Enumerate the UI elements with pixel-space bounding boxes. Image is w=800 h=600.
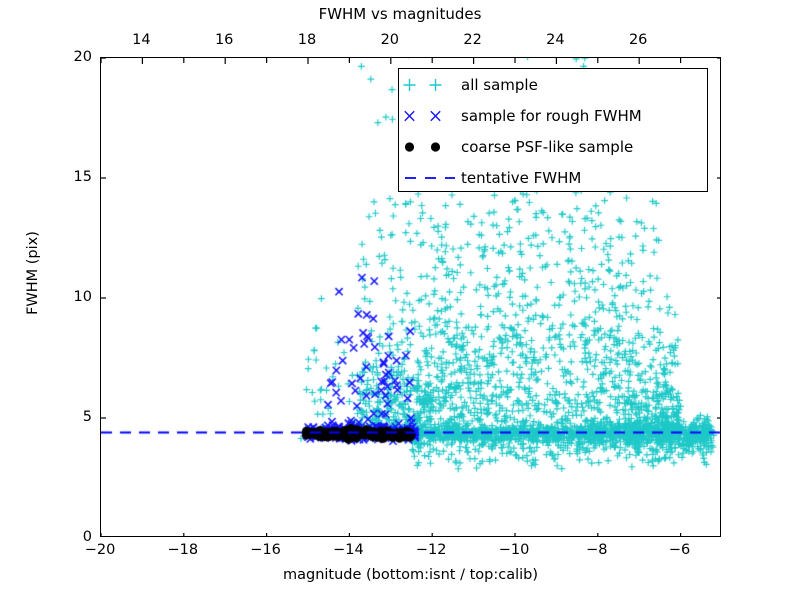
x-tick-top-1: 16 — [214, 32, 234, 48]
plus-icon — [429, 78, 442, 91]
legend-entry-all-sample: all sample — [399, 69, 707, 100]
dashed-line-icon — [405, 176, 455, 179]
page-title: FWHM vs magnitudes — [318, 5, 482, 23]
x-axis-label: magnitude (bottom:isnt / top:calib) — [282, 567, 538, 583]
y-tick-0: 0 — [82, 529, 92, 545]
legend-entry-rough-fwhm: sample for rough FWHM — [399, 100, 707, 131]
y-tick-3: 15 — [73, 169, 92, 185]
y-axis-label: FWHM (pix) — [25, 231, 41, 315]
x-tick-bottom-2: −16 — [250, 542, 281, 558]
dot-icon — [404, 141, 415, 152]
x-tick-bottom-0: −20 — [84, 542, 116, 558]
x-tick-bottom-1: −18 — [167, 542, 199, 558]
cross-icon — [430, 110, 441, 121]
x-tick-top-2: 18 — [297, 32, 317, 48]
x-tick-top-4: 22 — [463, 32, 482, 48]
x-tick-bottom-5: −10 — [498, 542, 530, 558]
x-tick-top-0: 14 — [132, 32, 151, 48]
y-tick-4: 20 — [73, 49, 92, 65]
cross-icon — [404, 110, 415, 121]
plus-icon — [403, 78, 416, 91]
legend-label-tentative-fwhm: tentative FWHM — [461, 168, 582, 187]
x-tick-bottom-3: −14 — [333, 542, 364, 558]
legend-label-all-sample: all sample — [461, 75, 538, 94]
x-tick-bottom-6: −8 — [586, 542, 608, 558]
legend-entry-tentative-fwhm: tentative FWHM — [399, 162, 707, 193]
legend: all sample sample for rough FWHM coarse … — [398, 68, 708, 192]
legend-marker-psf-like — [399, 131, 461, 162]
y-tick-2: 10 — [73, 289, 92, 305]
x-tick-bottom-7: −6 — [668, 542, 691, 558]
legend-marker-tentative-fwhm — [399, 162, 461, 193]
legend-label-rough-fwhm: sample for rough FWHM — [461, 106, 642, 125]
x-tick-top-5: 24 — [546, 32, 565, 48]
legend-marker-rough-fwhm — [399, 100, 461, 131]
dot-icon — [430, 141, 441, 152]
x-tick-top-6: 26 — [628, 32, 648, 48]
x-tick-top-3: 20 — [380, 32, 400, 48]
x-tick-bottom-4: −12 — [415, 542, 447, 558]
legend-entry-psf-like: coarse PSF-like sample — [399, 131, 707, 162]
legend-marker-all-sample — [399, 69, 461, 100]
y-tick-1: 5 — [82, 409, 92, 425]
legend-label-psf-like: coarse PSF-like sample — [461, 137, 634, 156]
